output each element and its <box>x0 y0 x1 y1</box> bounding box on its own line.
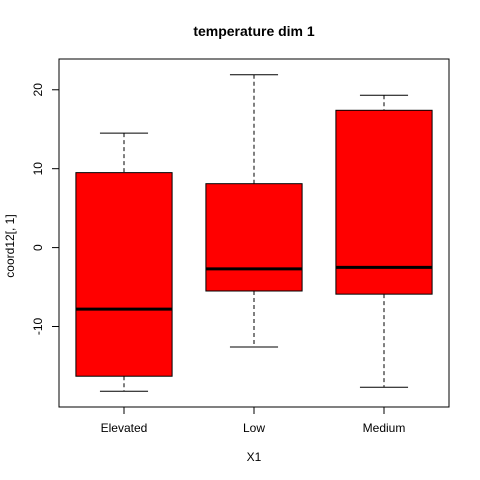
y-tick-label: -10 <box>31 318 45 336</box>
x-tick-label: Medium <box>363 421 406 435</box>
box-medium <box>335 109 433 295</box>
plot-area: -10 0 10 20 Elevated Low Medium <box>31 58 450 435</box>
x-axis-label: X1 <box>247 450 262 464</box>
box-elevated <box>75 172 173 377</box>
x-tick-label: Elevated <box>101 421 148 435</box>
y-tick-label: 10 <box>31 162 45 176</box>
y-tick-label: 20 <box>31 83 45 97</box>
y-axis-label: coord12[, 1] <box>3 214 17 277</box>
chart-title: temperature dim 1 <box>193 23 315 39</box>
box-low <box>205 183 303 292</box>
y-tick-label: 0 <box>31 244 45 251</box>
x-tick-label: Low <box>243 421 265 435</box>
